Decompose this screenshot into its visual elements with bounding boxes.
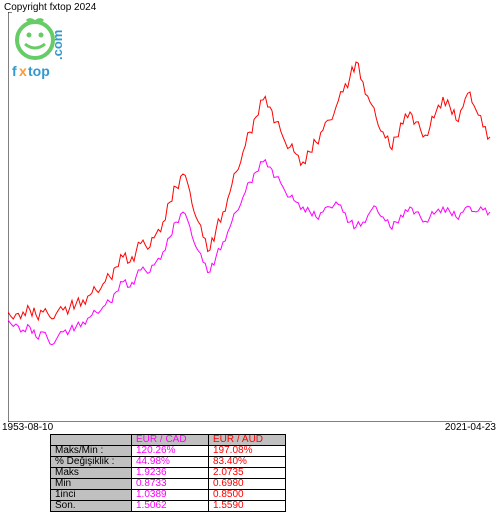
cell: 1.0389 [132,490,209,501]
cell: 0.6980 [209,479,286,490]
cell: 197.08% [209,446,286,457]
table-row: % Değişiklik :44.98%83.40% [51,457,286,468]
table-corner [51,435,132,446]
row-label: Son. [51,501,132,512]
table-header-0: EUR / CAD [132,435,209,446]
table-row: Maks/Min :120.26%197.08% [51,446,286,457]
table-row: Son.1.50621.5590 [51,501,286,512]
row-label: Maks [51,468,132,479]
table-header-1: EUR / AUD [209,435,286,446]
cell: 0.8500 [209,490,286,501]
row-label: Min [51,479,132,490]
cell: 120.26% [132,446,209,457]
row-label: 1inci [51,490,132,501]
cell: 1.9236 [132,468,209,479]
cell: 2.0735 [209,468,286,479]
stats-table: EUR / CADEUR / AUDMaks/Min :120.26%197.0… [50,434,286,512]
row-label: % Değişiklik : [51,457,132,468]
cell: 0.8733 [132,479,209,490]
table-row: Maks1.92362.0735 [51,468,286,479]
cell: 1.5590 [209,501,286,512]
line-chart [8,12,492,422]
date-end: 2021-04-23 [445,422,496,433]
row-label: Maks/Min : [51,446,132,457]
table-row: 1inci1.03890.8500 [51,490,286,501]
cell: 44.98% [132,457,209,468]
cell: 83.40% [209,457,286,468]
cell: 1.5062 [132,501,209,512]
table-row: Min0.87330.6980 [51,479,286,490]
date-start: 1953-08-10 [2,422,53,433]
